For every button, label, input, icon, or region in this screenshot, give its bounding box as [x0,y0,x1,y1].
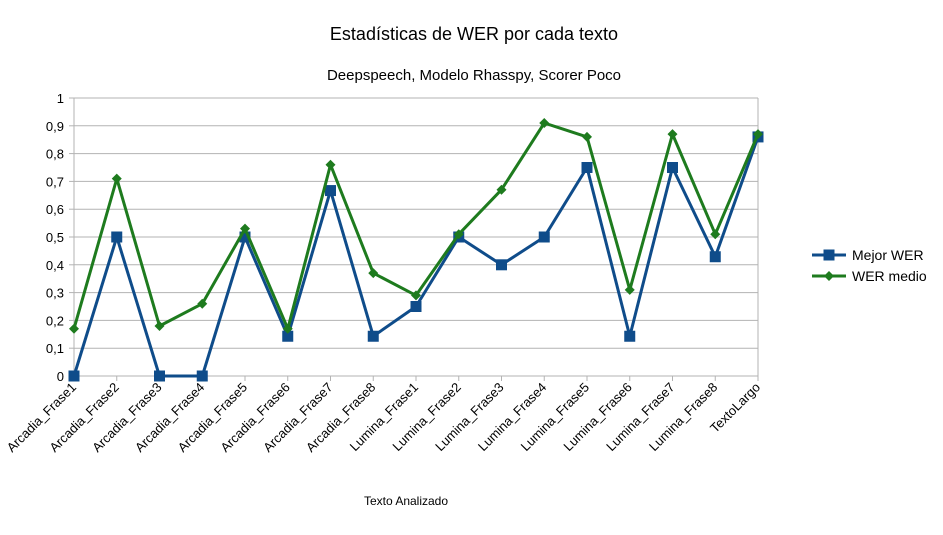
data-point-square [154,370,165,382]
y-tick-label: 0,8 [46,147,64,162]
data-point-diamond [197,298,208,309]
data-point-diamond [496,184,507,195]
legend-marker-square [823,249,835,261]
data-point-diamond [667,129,678,140]
y-tick-label: 0,3 [46,286,64,301]
y-tick-label: 0,2 [46,313,64,328]
chart-subtitle: Deepspeech, Modelo Rhasspy, Scorer Poco [327,67,621,84]
data-point-diamond [368,268,379,279]
legend-label: Mejor WER [852,247,924,263]
data-point-diamond [69,323,79,334]
data-point-diamond [282,323,293,334]
data-point-diamond [453,229,464,240]
data-point-square [111,231,123,243]
data-point-diamond [624,284,635,295]
data-point-square [667,162,678,173]
data-point-diamond [539,118,550,129]
y-tick-label: 0,4 [46,258,64,273]
data-point-diamond [411,290,421,301]
data-point-square [624,330,636,342]
data-point-square [581,162,593,173]
data-point-square [367,330,379,342]
data-point-square [68,370,80,382]
y-tick-labels: 0 0,1 0,2 0,3 0,4 0,5 0,6 0,7 0,8 0,9 1 [46,91,64,384]
data-point-square [239,231,251,243]
legend-label: WER medio [852,268,927,284]
data-point-square [325,185,336,197]
y-tick-label: 0 [57,369,64,384]
data-point-diamond [111,173,122,184]
data-series [68,118,764,382]
y-tick-label: 0,9 [46,119,64,134]
chart-title: Estadísticas de WER por cada texto [330,24,618,44]
series-line-0 [72,135,760,378]
x-tick-labels: Arcadia_Frase1Arcadia_Frase2Arcadia_Fras… [4,380,764,456]
data-point-square [282,330,294,342]
data-point-diamond [582,131,592,142]
y-tick-label: 1 [57,91,64,106]
data-point-square [538,231,550,243]
data-point-diamond [753,129,763,140]
data-point-square [196,370,208,382]
y-tick-label: 0,7 [46,174,64,189]
x-axis-label: Texto Analizado [364,494,448,508]
y-tick-label: 0,1 [46,341,64,356]
data-point-square [709,251,721,263]
data-point-diamond [710,229,721,240]
legend-marker-diamond [824,271,834,281]
data-point-square [496,259,507,271]
data-point-square [410,301,422,312]
grid-lines [74,97,758,349]
y-tick-label: 0,5 [46,230,64,245]
data-point-diamond [154,320,165,331]
data-point-diamond [240,223,250,234]
legend: Mejor WER WER medio [812,247,927,284]
data-point-diamond [325,159,336,170]
y-tick-label: 0,6 [46,202,64,217]
